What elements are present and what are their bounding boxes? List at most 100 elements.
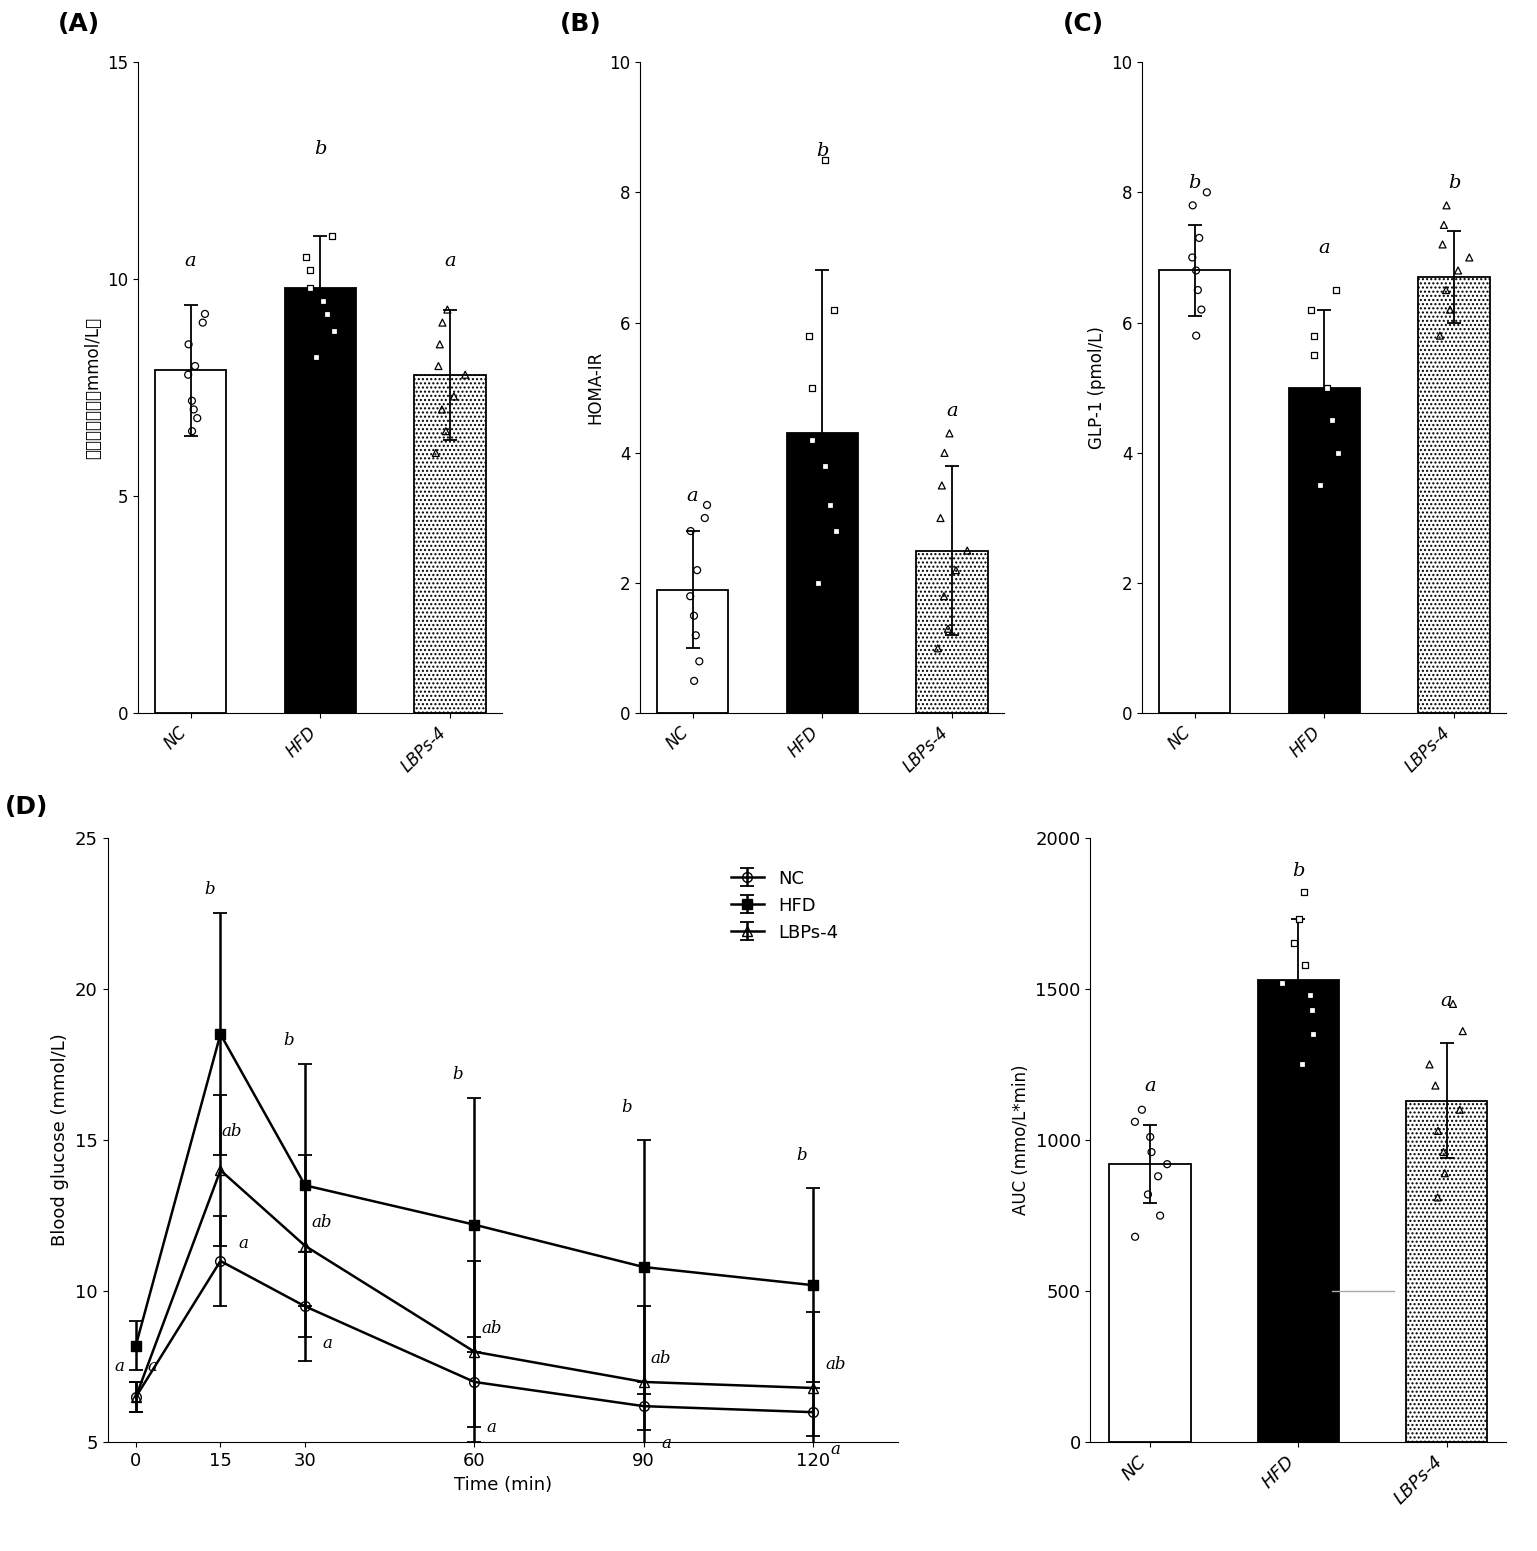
Text: a: a [1319, 239, 1330, 257]
Point [191, 310, 215, 335]
Bar [916, 551, 988, 713]
Bar [656, 589, 729, 713]
Legend: NC, HFD, LBPs-4: NC, HFD, LBPs-4 [721, 859, 848, 954]
Point [1323, 278, 1348, 302]
Point [433, 419, 458, 444]
Point [695, 493, 719, 518]
Text: b: b [816, 141, 828, 160]
Point [1122, 1109, 1147, 1134]
Point [1286, 907, 1311, 932]
Point [304, 344, 329, 369]
Point [1326, 440, 1351, 465]
Point [1145, 1163, 1170, 1188]
Text: ab: ab [650, 1349, 670, 1366]
Point [1293, 952, 1317, 977]
Point [931, 440, 956, 465]
Point [1136, 1182, 1160, 1207]
Point [1187, 225, 1211, 250]
Point [427, 332, 452, 357]
Point [1431, 212, 1456, 237]
Point [181, 397, 206, 422]
Point [1434, 278, 1459, 302]
Point [320, 223, 344, 248]
Point [796, 323, 821, 347]
Point [1180, 192, 1205, 217]
Point [1451, 1019, 1476, 1044]
Point [687, 648, 712, 673]
Point [310, 288, 335, 313]
Point [435, 298, 460, 323]
Point [818, 493, 842, 518]
Text: b: b [314, 140, 326, 158]
Point [930, 473, 954, 498]
Text: b: b [283, 1033, 294, 1048]
Point [424, 440, 449, 465]
Point [925, 636, 950, 661]
Bar [284, 288, 357, 713]
Bar [155, 371, 226, 713]
Bar [787, 433, 858, 713]
Point [1319, 408, 1343, 433]
Point [1302, 323, 1326, 347]
Point [180, 419, 204, 444]
Point [177, 332, 201, 357]
Point [1180, 245, 1205, 270]
Point [1417, 1052, 1442, 1076]
Point [1431, 1140, 1456, 1165]
Text: a: a [661, 1435, 672, 1452]
Point [1183, 323, 1208, 347]
Text: (C): (C) [1062, 12, 1104, 36]
Text: ab: ab [825, 1356, 845, 1373]
Text: a: a [184, 253, 197, 270]
Text: a: a [444, 253, 456, 270]
Point [453, 363, 478, 388]
Point [1426, 1118, 1451, 1143]
Text: b: b [452, 1066, 463, 1083]
Point [813, 453, 838, 478]
Text: b: b [204, 881, 215, 898]
Point [1437, 298, 1462, 323]
Point [321, 320, 346, 344]
Text: ab: ab [481, 1320, 501, 1337]
Text: a: a [115, 1359, 124, 1376]
Point [1190, 298, 1214, 323]
Text: a: a [486, 1419, 496, 1436]
Point [684, 624, 709, 648]
Point [1448, 1098, 1472, 1123]
Point [824, 518, 848, 543]
Text: a: a [238, 1235, 247, 1252]
Text: ab: ab [221, 1123, 241, 1140]
Text: b: b [796, 1148, 807, 1165]
Point [1457, 245, 1482, 270]
Point [294, 245, 318, 270]
Point [1300, 1022, 1325, 1047]
Point [1299, 298, 1323, 323]
Bar [1419, 278, 1489, 713]
Point [1432, 1160, 1457, 1185]
Point [821, 298, 845, 323]
Point [1434, 192, 1459, 217]
Point [1446, 257, 1471, 282]
Text: a: a [947, 402, 958, 420]
Text: ab: ab [312, 1214, 332, 1231]
Point [315, 301, 340, 326]
Point [1122, 1224, 1147, 1249]
Point [1154, 1152, 1179, 1177]
Point [678, 583, 702, 608]
Point [938, 420, 962, 445]
Point [192, 301, 217, 326]
Point [297, 257, 321, 282]
Y-axis label: GLP-1 (pmol/L): GLP-1 (pmol/L) [1088, 326, 1107, 450]
Text: (A): (A) [58, 12, 100, 36]
Point [1137, 1124, 1162, 1149]
Bar [1257, 980, 1339, 1442]
Point [1290, 1052, 1314, 1076]
Point [693, 506, 718, 530]
Point [1183, 257, 1208, 282]
Text: b: b [621, 1098, 632, 1115]
Point [1270, 971, 1294, 996]
Text: (B): (B) [561, 12, 603, 36]
Text: a: a [148, 1359, 157, 1376]
Point [441, 385, 466, 409]
Bar [1110, 1165, 1191, 1442]
